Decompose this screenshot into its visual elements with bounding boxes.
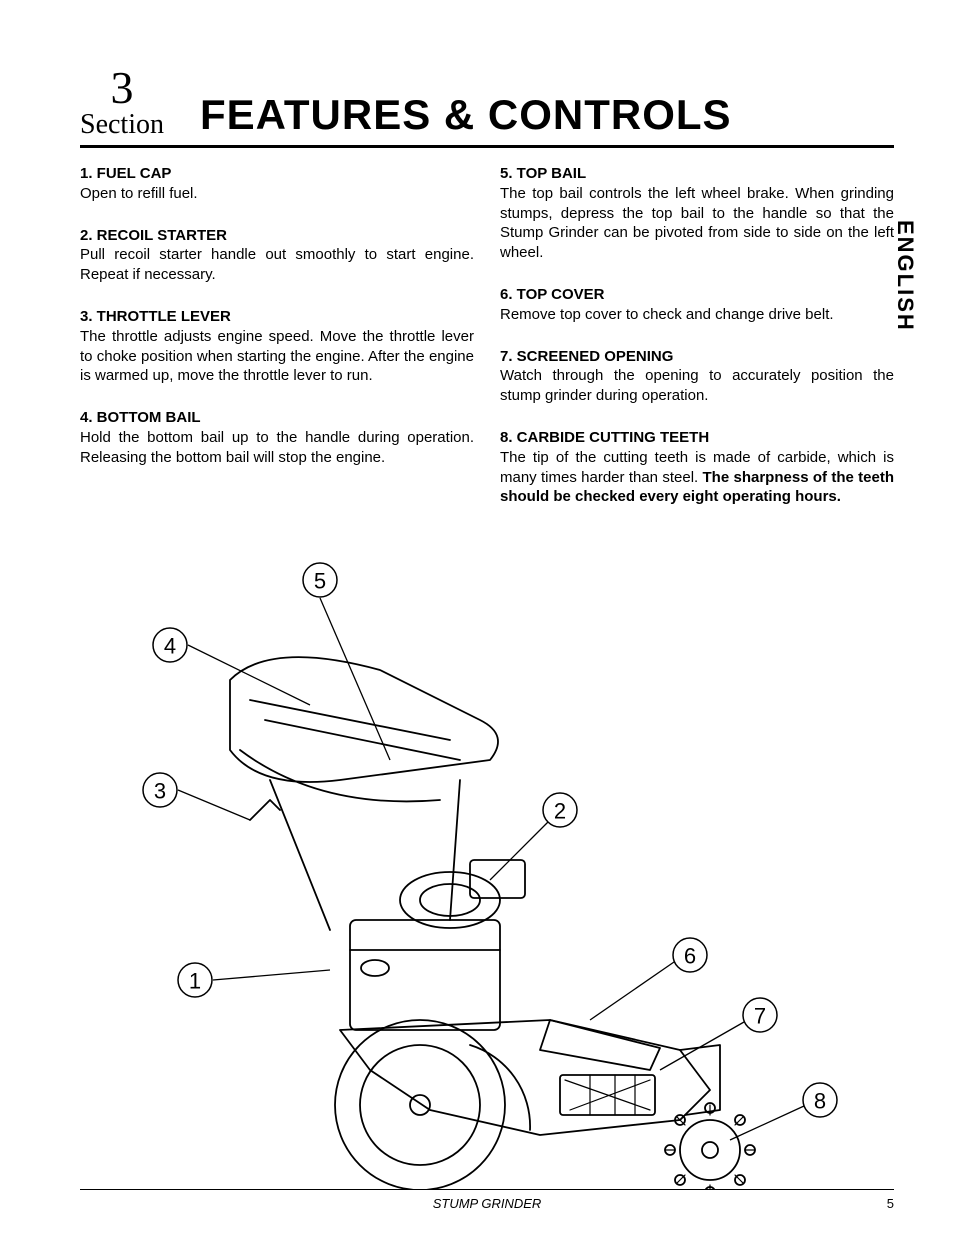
callout-leader <box>590 962 674 1020</box>
page-title: FEATURES & CONTROLS <box>194 91 894 139</box>
feature-item: 7. SCREENED OPENINGWatch through the ope… <box>500 347 894 406</box>
feature-body: The top bail controls the left wheel bra… <box>500 185 894 261</box>
footer-title: STUMP GRINDER <box>433 1196 542 1211</box>
right-column: 5. TOP BAILThe top bail controls the lef… <box>500 164 894 529</box>
callout-leader <box>490 822 548 880</box>
feature-body: Open to refill fuel. <box>80 185 198 202</box>
callout-number: 6 <box>684 944 696 969</box>
language-tab: ENGLISH <box>892 220 918 332</box>
callout-leader <box>730 1106 804 1140</box>
section-indicator: 3 Section <box>80 65 164 139</box>
feature-title: 3. THROTTLE LEVER <box>80 307 474 327</box>
page-root: 3 Section FEATURES & CONTROLS 1. FUEL CA… <box>0 0 954 1235</box>
feature-title: 5. TOP BAIL <box>500 164 894 184</box>
callout-number: 1 <box>189 969 201 994</box>
feature-body: Hold the bottom bail up to the handle du… <box>80 429 474 466</box>
callout-number: 7 <box>754 1004 766 1029</box>
callout-leader <box>320 598 390 760</box>
feature-item: 4. BOTTOM BAILHold the bottom bail up to… <box>80 408 474 467</box>
callout-leader <box>213 970 330 980</box>
feature-item: 2. RECOIL STARTERPull recoil starter han… <box>80 226 474 285</box>
callout-number: 5 <box>314 569 326 594</box>
section-number: 3 <box>80 65 164 111</box>
left-column: 1. FUEL CAPOpen to refill fuel. 2. RECOIL… <box>80 164 474 529</box>
callout-number: 4 <box>164 634 176 659</box>
feature-body: Watch through the opening to accurately … <box>500 367 894 404</box>
callout-number: 8 <box>814 1089 826 1114</box>
feature-item: 8. CARBIDE CUTTING TEETHThe tip of the c… <box>500 428 894 507</box>
callout-leader <box>660 1022 744 1070</box>
machine-outline <box>230 657 755 1190</box>
callout-leader <box>178 790 250 820</box>
cutting-wheel-icon <box>665 1103 755 1190</box>
callout-number: 2 <box>554 799 566 824</box>
feature-item: 1. FUEL CAPOpen to refill fuel. <box>80 164 474 204</box>
diagram: 5 4 3 2 1 6 7 8 <box>120 550 860 1190</box>
callout-leader <box>188 645 310 705</box>
feature-item: 5. TOP BAILThe top bail controls the lef… <box>500 164 894 263</box>
diagram-svg: 5 4 3 2 1 6 7 8 <box>120 550 860 1190</box>
feature-body: The throttle adjusts engine speed. Move … <box>80 328 474 385</box>
section-header: 3 Section FEATURES & CONTROLS <box>80 65 894 148</box>
section-word: Section <box>80 111 164 139</box>
callout-number: 3 <box>154 779 166 804</box>
feature-title: 8. CARBIDE CUTTING TEETH <box>500 428 894 448</box>
feature-title: 1. FUEL CAP <box>80 164 474 184</box>
feature-item: 3. THROTTLE LEVERThe throttle adjusts en… <box>80 307 474 386</box>
feature-body: Remove top cover to check and change dri… <box>500 306 834 323</box>
footer-page-number: 5 <box>887 1196 894 1211</box>
feature-title: 6. TOP COVER <box>500 285 894 305</box>
feature-item: 6. TOP COVERRemove top cover to check an… <box>500 285 894 325</box>
content-columns: 1. FUEL CAPOpen to refill fuel. 2. RECOIL… <box>80 164 894 529</box>
feature-body: Pull recoil starter handle out smoothly … <box>80 246 474 283</box>
feature-title: 4. BOTTOM BAIL <box>80 408 474 428</box>
feature-title: 7. SCREENED OPENING <box>500 347 894 367</box>
feature-title: 2. RECOIL STARTER <box>80 226 474 246</box>
page-footer: STUMP GRINDER 5 <box>80 1189 894 1211</box>
